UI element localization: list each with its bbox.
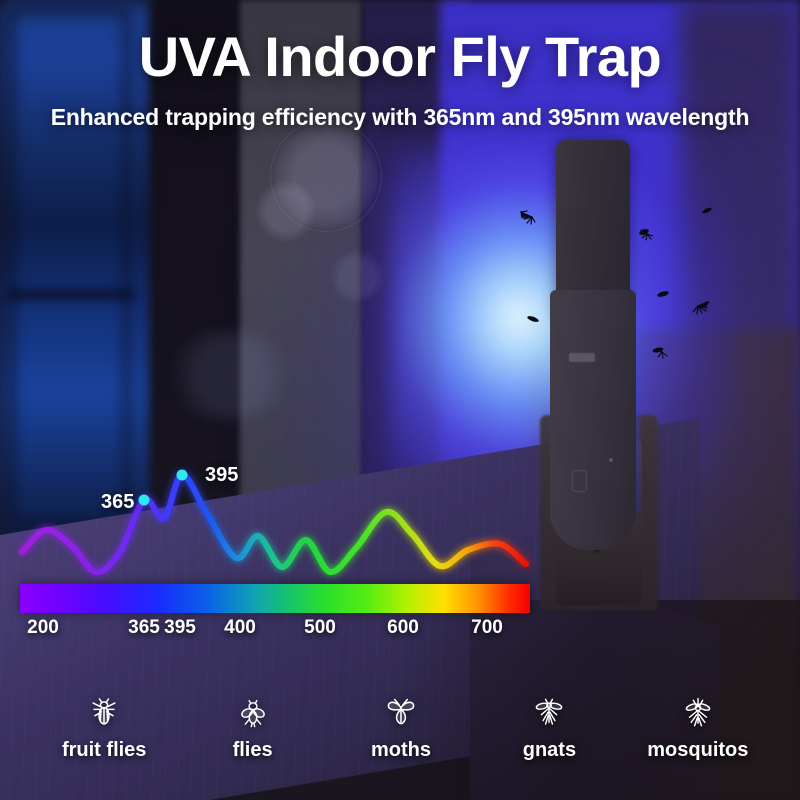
peak-label-365: 365: [101, 491, 135, 513]
fly-icon: [518, 208, 544, 230]
fly-icon: [178, 692, 326, 734]
pest-item-moths: moths: [327, 692, 475, 762]
device-power-button: [572, 470, 587, 492]
mosquito-icon: [624, 692, 772, 734]
fly-icon: [525, 313, 541, 325]
table-shadow-overlay: [0, 600, 800, 800]
peak-label-395: 395: [205, 464, 239, 486]
pest-item-gnats: gnats: [475, 692, 623, 762]
pest-label: flies: [232, 739, 273, 761]
window-mullion: [8, 290, 134, 299]
device-body: [550, 290, 636, 550]
spectrum-curve-path: [19, 472, 529, 576]
page-title: UVA Indoor Fly Trap: [138, 25, 662, 88]
fruit-fly-icon: [30, 692, 178, 734]
target-pests-row: fruit flies flies moths gnats mosquitos: [30, 692, 772, 777]
axis-tick-500: 500: [304, 617, 336, 638]
page-subtitle: Enhanced trapping efficiency with 365nm …: [50, 104, 750, 130]
fly-icon: [655, 288, 671, 300]
pest-item-mosquitos: mosquitos: [624, 692, 772, 762]
fly-icon: [636, 226, 658, 246]
fly-icon: [650, 344, 672, 360]
peak-marker-395: [176, 469, 188, 481]
gnat-icon: [475, 692, 623, 734]
pest-label: moths: [371, 739, 432, 761]
peak-marker-365: [138, 494, 150, 506]
device-brand-logo: [569, 353, 595, 362]
fly-icon: [700, 205, 714, 216]
axis-tick-200: 200: [27, 617, 59, 638]
axis-tick-400: 400: [224, 617, 256, 638]
spectrum-curve-chart: [0, 440, 560, 650]
fly-icon: [685, 296, 715, 320]
axis-tick-395: 395: [164, 617, 196, 638]
pest-label: fruit flies: [61, 739, 147, 761]
pest-label: gnats: [522, 739, 577, 761]
axis-tick-600: 600: [387, 617, 419, 638]
spectrum-gradient-bar: [20, 584, 530, 613]
moth-icon: [327, 692, 475, 734]
uva-fly-trap-device: [545, 140, 665, 610]
spectrum-curve-svg: [19, 469, 529, 576]
pest-label: mosquitos: [647, 739, 749, 761]
axis-tick-700: 700: [471, 617, 503, 638]
pest-item-fruit-flies: fruit flies: [30, 692, 178, 762]
device-glue-board: [556, 140, 630, 318]
axis-tick-365: 365: [128, 617, 160, 638]
pest-item-flies: flies: [178, 692, 326, 762]
device-indicator-dot: [609, 458, 613, 462]
spectrum-axis-ticks: 200 365 395 400 500 600 700: [0, 617, 560, 647]
